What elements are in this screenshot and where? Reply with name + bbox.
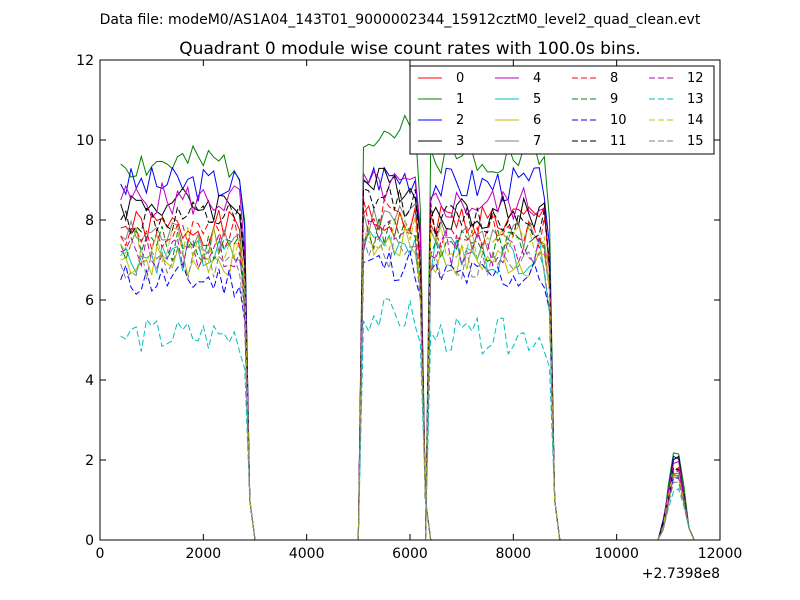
legend-label-1: 1: [456, 92, 464, 107]
chart-suptitle: Data file: modeM0/AS1A04_143T01_90000023…: [100, 12, 701, 28]
x-tick-label-4: 8000: [496, 546, 532, 562]
series-line-7: [120, 202, 695, 541]
legend-label-4: 4: [533, 71, 541, 86]
legend-label-11: 11: [610, 134, 627, 149]
x-tick-label-6: 12000: [698, 546, 743, 562]
series-line-1: [120, 114, 695, 541]
x-offset-label: +2.7398e8: [642, 566, 720, 582]
x-tick-label-5: 10000: [594, 546, 639, 562]
legend-label-8: 8: [610, 71, 618, 86]
y-tick-label-6: 12: [76, 53, 94, 69]
x-tick-label-0: 0: [96, 546, 105, 562]
legend-label-9: 9: [610, 92, 618, 107]
plot-lines: [120, 114, 695, 541]
legend-label-12: 12: [687, 71, 704, 86]
series-line-0: [120, 204, 695, 541]
series-line-12: [120, 219, 695, 541]
series-line-11: [120, 184, 695, 541]
x-tick-label-2: 4000: [289, 546, 325, 562]
y-tick-label-1: 2: [85, 453, 94, 469]
series-line-6: [120, 226, 695, 541]
series-line-8: [120, 198, 695, 541]
series-line-13: [120, 297, 695, 541]
y-tick-label-5: 10: [76, 133, 94, 149]
y-tick-label-3: 6: [85, 293, 94, 309]
legend-label-14: 14: [687, 113, 704, 128]
chart-title: Quadrant 0 module wise count rates with …: [179, 39, 640, 59]
legend-label-15: 15: [687, 134, 704, 149]
series-line-15: [120, 232, 695, 541]
legend-label-10: 10: [610, 113, 627, 128]
series-line-5: [120, 228, 695, 541]
x-tick-label-1: 2000: [186, 546, 222, 562]
series-line-4: [120, 170, 695, 541]
legend-label-13: 13: [687, 92, 704, 107]
legend-label-7: 7: [533, 134, 541, 149]
y-tick-label-0: 0: [85, 533, 94, 549]
legend-label-0: 0: [456, 71, 464, 86]
legend-label-5: 5: [533, 92, 541, 107]
series-line-2: [120, 166, 695, 541]
series-line-3: [120, 167, 695, 541]
legend-label-3: 3: [456, 134, 464, 149]
x-tick-label-3: 6000: [392, 546, 428, 562]
y-tick-label-2: 4: [85, 373, 94, 389]
y-tick-label-4: 8: [85, 213, 94, 229]
legend-box: [409, 65, 715, 155]
legend-label-6: 6: [533, 113, 541, 128]
series-line-10: [120, 250, 695, 541]
legend-label-2: 2: [456, 113, 464, 128]
